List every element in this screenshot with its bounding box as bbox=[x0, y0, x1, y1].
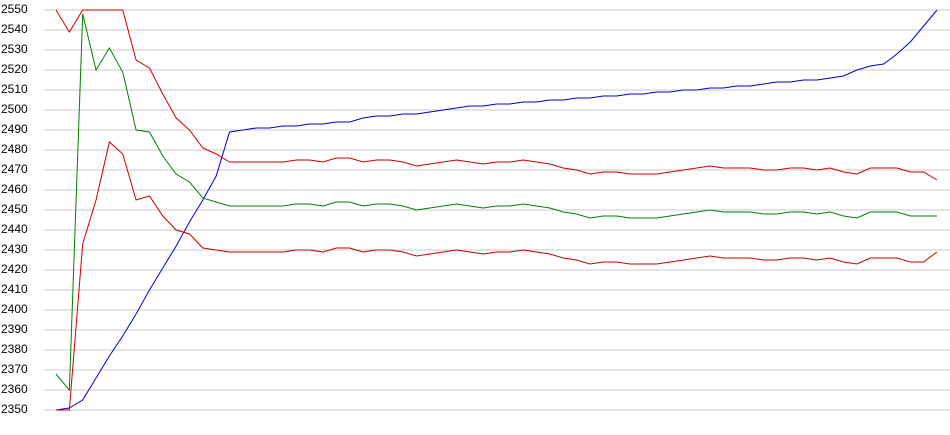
y-tick-label: 2370 bbox=[1, 362, 28, 376]
y-tick-label: 2540 bbox=[1, 22, 28, 36]
series-line bbox=[55, 9, 938, 181]
y-tick-label: 2550 bbox=[1, 2, 28, 16]
y-tick-label: 2470 bbox=[1, 162, 28, 176]
series-line bbox=[55, 9, 938, 411]
y-tick-label: 2400 bbox=[1, 302, 28, 316]
y-tick-label: 2530 bbox=[1, 42, 28, 56]
y-tick-label: 2520 bbox=[1, 62, 28, 76]
y-tick-label: 2480 bbox=[1, 142, 28, 156]
series-line bbox=[55, 13, 937, 392]
y-tick-label: 2380 bbox=[1, 342, 28, 356]
y-tick-label: 2430 bbox=[1, 242, 28, 256]
series-line bbox=[56, 141, 938, 411]
y-tick-label: 2420 bbox=[1, 262, 28, 276]
y-tick-label: 2500 bbox=[1, 102, 28, 116]
y-tick-label: 2410 bbox=[1, 282, 28, 296]
y-tick-label: 2450 bbox=[1, 202, 28, 216]
y-tick-label: 2490 bbox=[1, 122, 28, 136]
y-tick-label: 2360 bbox=[1, 382, 28, 396]
y-tick-label: 2510 bbox=[1, 82, 28, 96]
y-tick-label: 2390 bbox=[1, 322, 28, 336]
y-tick-label: 2460 bbox=[1, 182, 28, 196]
y-tick-label: 2350 bbox=[1, 402, 28, 416]
y-tick-label: 2440 bbox=[1, 222, 28, 236]
